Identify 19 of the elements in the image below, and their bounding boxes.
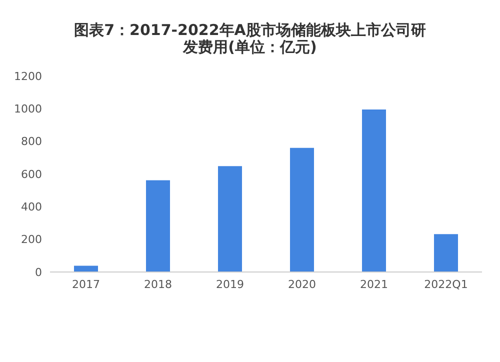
y-tick-label: 1200 [14, 70, 42, 83]
bar [362, 109, 386, 272]
bar [218, 166, 242, 272]
y-tick-label: 600 [21, 168, 42, 181]
y-tick-label: 400 [21, 200, 42, 214]
x-tick-label: 2019 [216, 278, 244, 291]
y-tick-label: 0 [35, 266, 42, 279]
y-tick-label: 200 [21, 233, 42, 246]
bar [290, 148, 314, 272]
y-tick-label: 1000 [14, 102, 42, 116]
bar [146, 180, 170, 272]
x-tick-label: 2020 [288, 278, 316, 291]
x-tick-label: 2022Q1 [424, 278, 468, 291]
bar [434, 234, 458, 272]
y-tick-label: 800 [21, 135, 42, 148]
x-tick-label: 2017 [72, 278, 100, 291]
x-tick-label: 2018 [144, 278, 172, 291]
chart-title: 图表7：2017-2022年A股市场储能板块上市公司研发费用(单位：亿元) [73, 20, 427, 58]
x-tick-label: 2021 [360, 278, 388, 291]
